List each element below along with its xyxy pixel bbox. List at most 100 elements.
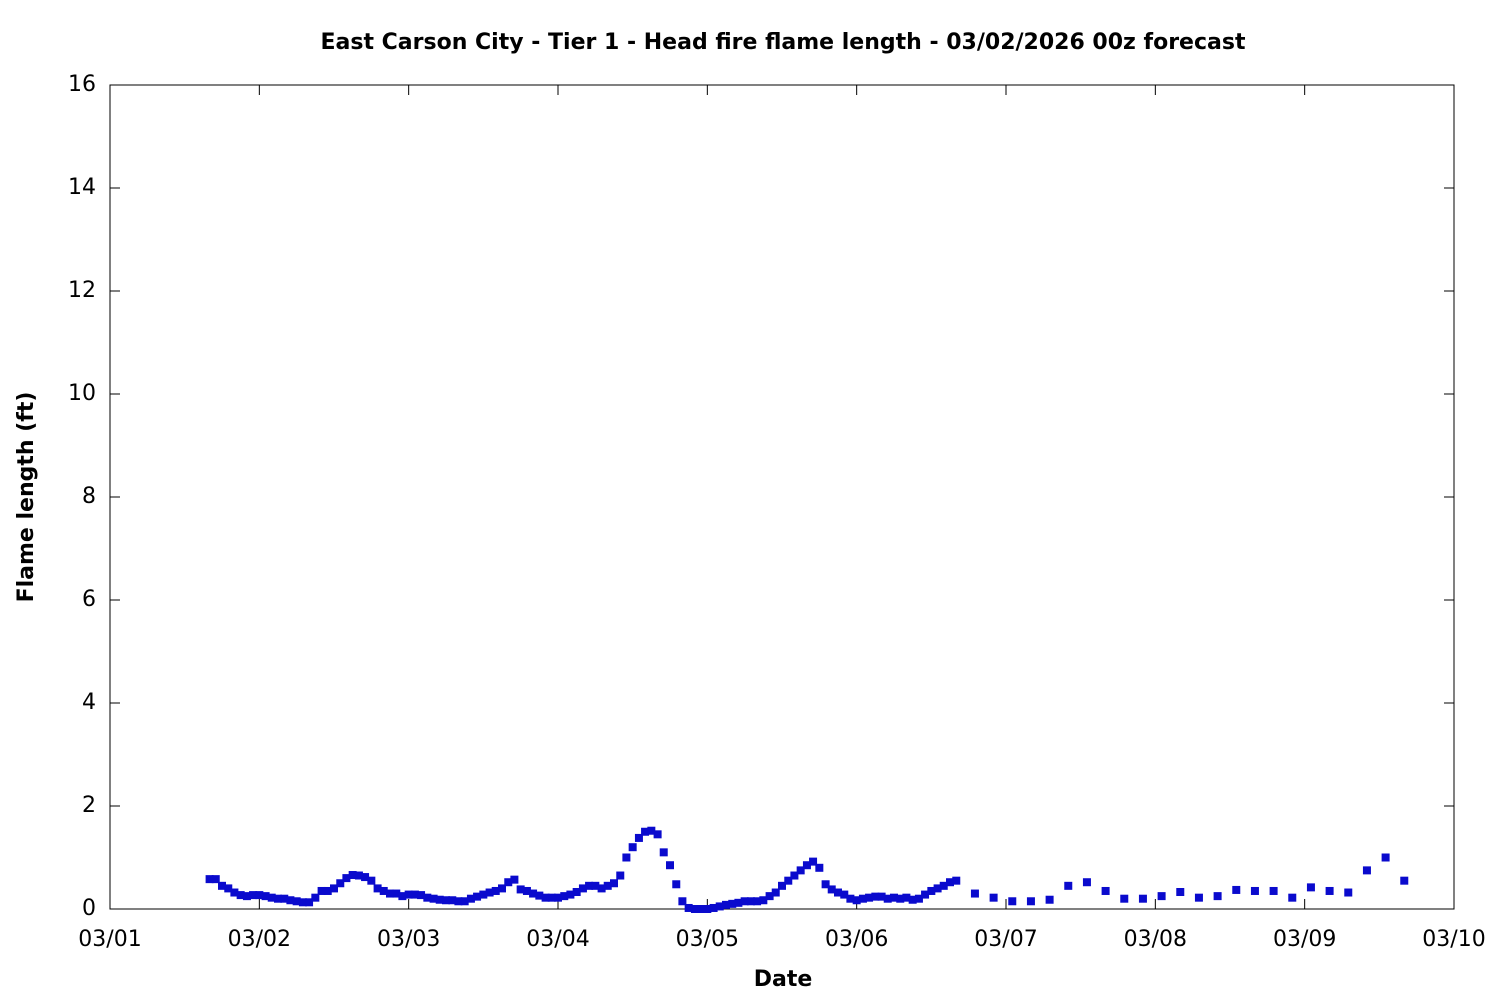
point (336, 879, 345, 888)
point (498, 884, 506, 893)
point (647, 826, 656, 835)
point (454, 897, 463, 906)
point (317, 886, 326, 895)
point (622, 853, 631, 862)
point (834, 888, 842, 897)
x-tick-label: 03/03 (377, 927, 440, 952)
point (952, 876, 961, 885)
y-tick-label: 6 (82, 587, 96, 612)
point (1138, 894, 1147, 903)
point (1008, 897, 1017, 906)
y-tick-label: 2 (82, 793, 96, 818)
point (778, 881, 786, 890)
point (790, 871, 799, 880)
point (728, 899, 737, 908)
point (205, 875, 214, 884)
point (672, 880, 681, 889)
point (342, 874, 351, 883)
point (386, 889, 394, 898)
point (1232, 885, 1241, 894)
point (697, 905, 706, 913)
point (809, 857, 818, 866)
point (746, 897, 755, 906)
point (560, 892, 569, 901)
point (877, 892, 886, 901)
point (1194, 893, 1203, 902)
point (261, 892, 270, 901)
point (547, 893, 556, 902)
point (771, 888, 780, 897)
point (435, 895, 444, 904)
point (653, 830, 662, 839)
point (305, 898, 314, 907)
point (541, 893, 550, 902)
point (641, 827, 650, 836)
point (473, 892, 482, 901)
y-tick-label: 4 (82, 690, 96, 715)
chart-title: East Carson City - Tier 1 - Head fire fl… (321, 30, 1246, 55)
point (765, 892, 774, 901)
point (224, 884, 233, 893)
point (379, 886, 388, 895)
point (504, 878, 513, 887)
point (759, 896, 768, 905)
point (429, 894, 438, 903)
point (274, 894, 282, 903)
x-axis-label: Date (754, 967, 813, 992)
point (323, 886, 332, 895)
point (796, 866, 805, 875)
point (361, 873, 370, 882)
point (666, 861, 674, 870)
point (821, 880, 830, 889)
point (1325, 886, 1334, 895)
point (348, 871, 357, 880)
point (927, 886, 936, 895)
point (298, 898, 307, 907)
point (330, 884, 338, 893)
point (286, 896, 295, 905)
point (230, 888, 239, 897)
point (1157, 892, 1166, 901)
point (311, 893, 320, 902)
point (865, 893, 874, 902)
point (815, 863, 824, 872)
point (1362, 866, 1371, 875)
point (1306, 883, 1315, 892)
point (684, 903, 693, 912)
point (516, 885, 525, 894)
point (840, 890, 849, 899)
point (784, 876, 793, 885)
x-tick-label: 03/10 (1422, 927, 1485, 952)
point (703, 905, 712, 913)
point (292, 897, 301, 906)
point (902, 893, 911, 902)
point (659, 848, 668, 857)
point (572, 888, 581, 897)
point (1120, 894, 1129, 903)
point (510, 875, 519, 884)
point (802, 861, 811, 870)
point (1344, 888, 1353, 897)
point (628, 843, 637, 852)
point (921, 890, 930, 899)
point (398, 892, 407, 901)
point (479, 890, 488, 899)
point (211, 875, 220, 884)
point (740, 897, 749, 906)
point (989, 893, 998, 902)
point (442, 896, 450, 905)
x-tick-label: 03/08 (1124, 927, 1187, 952)
y-tick-label: 0 (82, 896, 96, 921)
point (218, 881, 226, 890)
point (522, 886, 531, 895)
point (485, 888, 494, 897)
point (367, 876, 376, 885)
y-tick-label: 12 (68, 278, 96, 303)
point (423, 893, 432, 902)
y-tick-label: 16 (68, 72, 96, 97)
point (896, 894, 905, 903)
point (1026, 897, 1035, 906)
x-tick-label: 03/06 (825, 927, 888, 952)
point (610, 879, 618, 888)
